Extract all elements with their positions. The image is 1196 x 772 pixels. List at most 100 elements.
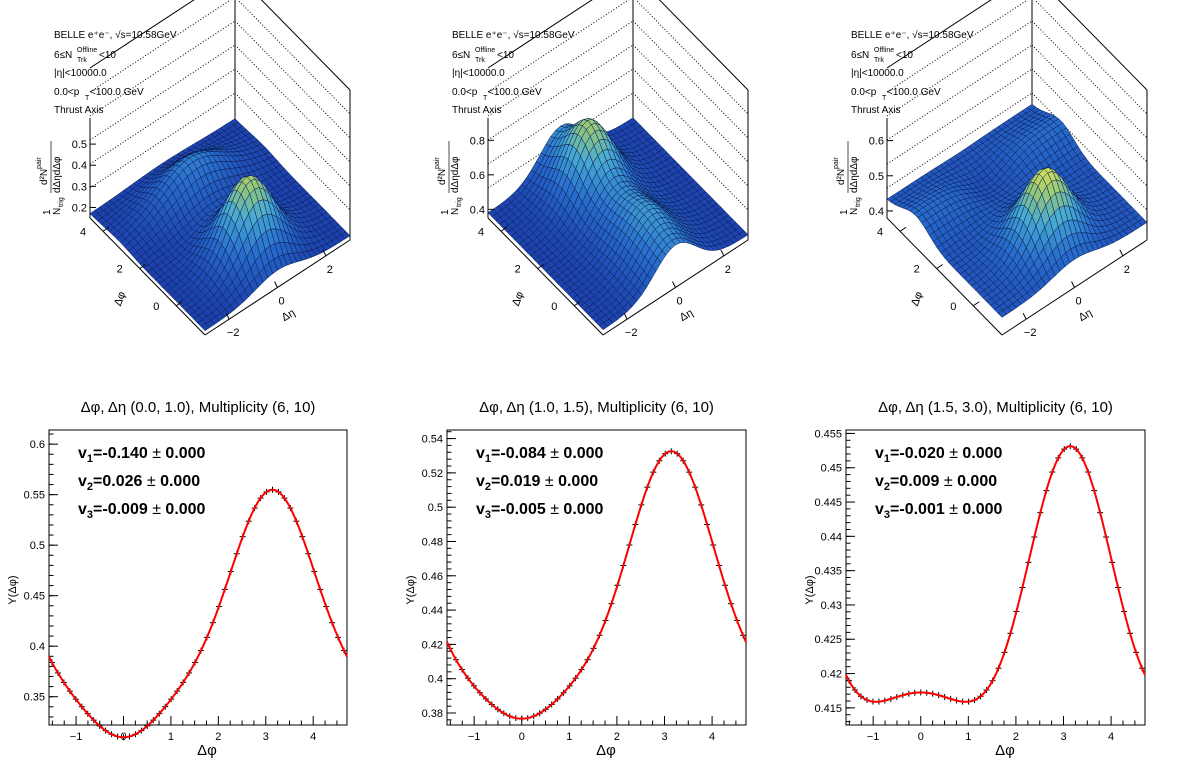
info-line-1: BELLE e⁺e⁻, √s=10.58GeV — [452, 29, 575, 41]
info-line-2-sup: Offline — [77, 47, 97, 54]
dphi-axis-label: Δφ — [112, 290, 128, 308]
fit-curve — [845, 445, 1146, 703]
x-tick-label: 1 — [965, 731, 971, 743]
harmonic-symbol: v — [875, 501, 884, 518]
z-label-num: d²N — [437, 169, 448, 185]
wall-gridline — [886, 68, 1033, 165]
info-line-3: |η|<10000.0 — [851, 68, 904, 79]
dphi-tick-label: 0 — [153, 301, 159, 313]
info-text: BELLE e⁺e⁻, √s=10.58GeV 6≤N Offline Trk <10 |… — [54, 29, 177, 116]
deta-axis-label: Δη — [678, 307, 696, 324]
wall-gridline — [886, 44, 1033, 141]
x-tick-label: 0 — [519, 731, 525, 743]
deta-tick-label: 2 — [725, 264, 731, 276]
wall-gridline — [487, 0, 630, 93]
x-axis-label: Δφ — [995, 742, 1015, 759]
z-label-pre-num: 1 — [440, 209, 451, 215]
y-tick-label: 0.45 — [24, 591, 45, 603]
dphi-axis-label: Δφ — [909, 290, 925, 308]
info-line-2: 6≤N — [851, 50, 869, 61]
harmonic-symbol: v — [476, 445, 485, 462]
z-label-den: dΔηdΔφ — [450, 156, 461, 193]
harmonic-label-v1: v1=-0.140 ± 0.000 — [78, 445, 206, 465]
x-tick-label: 3 — [263, 731, 269, 743]
harmonic-value: =0.019 — [491, 473, 545, 490]
wall-gridline — [1031, 92, 1148, 211]
dphi-tick — [972, 301, 980, 307]
info-line-2-sub: Trk — [475, 57, 485, 64]
z-label-num: d²N — [39, 169, 50, 185]
deta-tick-label: 0 — [1075, 296, 1081, 308]
info-line-2: 6≤N — [54, 50, 72, 61]
y-tick-label: 0.38 — [422, 708, 443, 720]
dphi-tick — [537, 264, 544, 269]
z-label-pre-den: N — [52, 208, 63, 215]
harmonic-error: 0.000 — [559, 501, 604, 518]
y-tick-label: 0.415 — [814, 703, 842, 715]
y-tick-label: 0.445 — [814, 497, 842, 509]
wall-gridline — [234, 68, 351, 187]
surface-cell — [997, 309, 1008, 318]
harmonic-error: 0.000 — [953, 473, 998, 490]
harmonic-error-sign: ± — [147, 473, 156, 490]
wall-gridline — [89, 92, 236, 189]
deta-tick-label: −2 — [1024, 327, 1037, 339]
wall-gridline — [886, 92, 1033, 189]
harmonic-error: 0.000 — [554, 473, 599, 490]
deta-tick-label: 2 — [327, 264, 333, 276]
wall-gridline — [632, 44, 749, 163]
info-line-1: BELLE e⁺e⁻, √s=10.58GeV — [851, 29, 974, 41]
deta-tick-label: −2 — [625, 327, 638, 339]
z-label-pre-num: 1 — [839, 209, 850, 215]
dphi-tick — [936, 264, 943, 269]
z-tick-label: 0.5 — [72, 139, 87, 151]
z-tick-label: 0.6 — [470, 170, 485, 182]
harmonic-symbol: v — [875, 445, 884, 462]
dphi-tick-label: 0 — [950, 301, 956, 313]
info-line-3: |η|<10000.0 — [54, 68, 107, 79]
y-tick-label: 0.5 — [30, 540, 45, 552]
harmonic-error-sign: ± — [152, 501, 161, 518]
box-edge — [886, 0, 992, 69]
y-tick-label: 0.455 — [814, 428, 842, 440]
harmonic-index: 1 — [485, 453, 491, 465]
deta-axis-label: Δη — [1077, 307, 1095, 324]
chart-title: Δφ, Δη (0.0, 1.0), Multiplicity (6, 10) — [81, 399, 316, 416]
line-chart-1: Δφ, Δη (0.0, 1.0), Multiplicity (6, 10) −… — [7, 399, 348, 759]
y-tick-label: 0.46 — [422, 571, 443, 583]
harmonic-label-v3: v3=-0.001 ± 0.000 — [875, 501, 1003, 521]
z-tick-label: 0.3 — [72, 181, 87, 193]
z-label-pre-den: N — [450, 208, 461, 215]
z-label-num-sup: pair — [434, 157, 441, 169]
box-edge — [89, 0, 195, 69]
z-label-num-sup: pair — [36, 157, 43, 169]
dphi-axis — [89, 217, 206, 336]
line-chart-2: Δφ, Δη (1.0, 1.5), Multiplicity (6, 10) −… — [405, 399, 747, 759]
plot-frame — [48, 429, 348, 726]
harmonic-label-v2: v2=0.026 ± 0.000 — [78, 473, 200, 493]
wall-gridline — [1031, 68, 1148, 187]
z-tick-label: 0.5 — [869, 171, 884, 183]
z-tick-label: 0.2 — [72, 202, 87, 214]
wall-gridline — [234, 92, 351, 211]
y-tick-label: 0.44 — [422, 605, 443, 617]
z-label-pre-sub: trig — [855, 197, 862, 207]
info-line-5: Thrust Axis — [452, 105, 501, 116]
harmonic-error-sign: ± — [949, 445, 958, 462]
dphi-tick-label: 2 — [914, 264, 920, 276]
z-label-pre-sub: trig — [456, 197, 463, 207]
harmonic-index: 3 — [485, 509, 491, 521]
harmonic-value: =-0.009 — [93, 501, 152, 518]
info-text: BELLE e⁺e⁻, √s=10.58GeV 6≤N Offline Trk <10 |… — [452, 29, 575, 116]
surface-mesh — [886, 103, 1148, 318]
info-line-2-sub: Trk — [874, 57, 884, 64]
dphi-tick — [102, 226, 110, 232]
line-chart-3: Δφ, Δη (1.5, 3.0), Multiplicity (6, 10) −… — [804, 399, 1146, 759]
z-tick-label: 0.6 — [869, 136, 884, 148]
harmonic-value: =-0.005 — [491, 501, 550, 518]
dphi-tick-label: 4 — [478, 226, 484, 238]
wall-gridline — [89, 0, 232, 93]
harmonic-error-sign: ± — [949, 501, 958, 518]
